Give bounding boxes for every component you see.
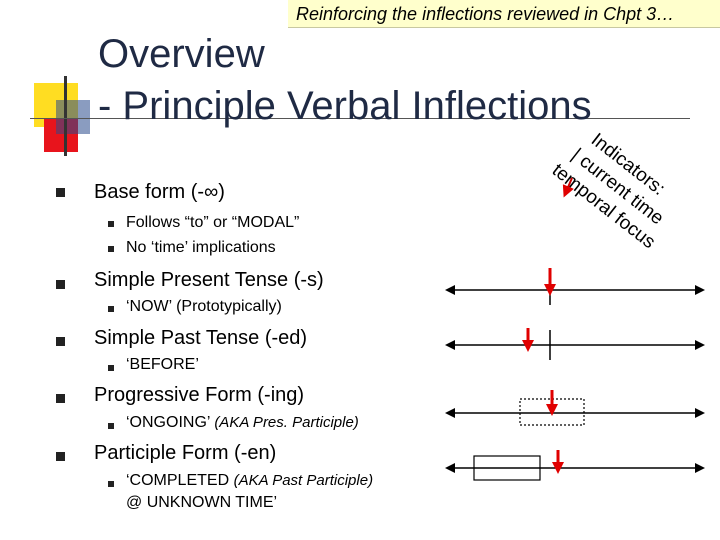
bullet-icon <box>56 280 65 289</box>
sub-bullet-icon <box>108 221 114 227</box>
accent-horizontal-line <box>30 118 690 119</box>
bullet-icon <box>56 452 65 461</box>
sub-bullet-now: ‘NOW’ (Prototypically) <box>126 298 282 315</box>
sub-bullet-completed-text: ‘COMPLETED <box>126 472 230 489</box>
sub-bullet-completed: ‘COMPLETED (AKA Past Participle) <box>126 471 373 491</box>
page-title: Overview <box>98 32 265 76</box>
bullet-base-form: Base form (-∞) <box>94 181 225 203</box>
sub-bullet-icon <box>108 246 114 252</box>
annotation-arrow-icon <box>562 177 574 198</box>
sub-bullet-icon <box>108 365 114 371</box>
bullet-icon <box>56 337 65 346</box>
sub-bullet-icon <box>108 423 114 429</box>
bullet-participle: Participle Form (-en) <box>94 442 277 464</box>
sub-bullet-ongoing-text: ‘ONGOING’ <box>126 414 210 431</box>
sub-bullet-before: ‘BEFORE’ <box>126 356 199 373</box>
sub-bullet-icon <box>108 306 114 312</box>
bullet-simple-past: Simple Past Tense (-ed) <box>94 327 308 349</box>
participle-span-box <box>473 455 541 481</box>
sub-bullet-follows: Follows “to” or “MODAL” <box>126 214 300 231</box>
accent-vertical-line <box>64 76 67 156</box>
bullet-progressive: Progressive Form (-ing) <box>94 384 305 406</box>
accent-square-blue <box>56 100 90 134</box>
bullet-icon <box>56 188 65 197</box>
banner: Reinforcing the inflections reviewed in … <box>288 0 720 28</box>
sub-bullet-no-time: No ‘time’ implications <box>126 239 276 256</box>
sub-bullet-icon <box>108 481 114 487</box>
bullet-icon <box>56 394 65 403</box>
bullet-simple-present: Simple Present Tense (-s) <box>94 269 324 291</box>
sub-bullet-completed-note: (AKA Past Participle) <box>233 472 374 489</box>
page-subtitle: - Principle Verbal Inflections <box>98 84 592 128</box>
sub-bullet-ongoing-note: (AKA Pres. Participle) <box>214 414 359 431</box>
sub-bullet-completed-line2: @ UNKNOWN TIME’ <box>126 494 278 511</box>
indicators-annotation: Indicators: | current time temporal focu… <box>548 129 669 253</box>
timeline-diagrams: Indicators: | current time temporal focu… <box>445 129 705 481</box>
sub-bullet-ongoing: ‘ONGOING’ (AKA Pres. Participle) <box>126 413 359 433</box>
